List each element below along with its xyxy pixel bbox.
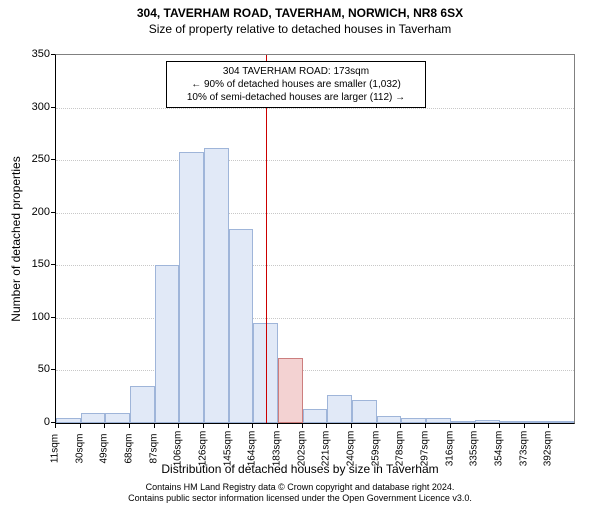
- histogram-bar: [130, 386, 155, 423]
- x-tick-mark: [351, 424, 352, 428]
- y-tick-mark: [51, 422, 55, 423]
- x-tick-label: 373sqm: [518, 431, 529, 467]
- x-tick-label: 11sqm: [50, 434, 61, 463]
- histogram-bar: [179, 152, 204, 423]
- histogram-bar: [352, 400, 377, 423]
- y-tick-label: 100: [10, 311, 50, 323]
- x-tick-label: 202sqm: [296, 431, 307, 467]
- x-tick-mark: [524, 424, 525, 428]
- annotation-box: 304 TAVERHAM ROAD: 173sqm← 90% of detach…: [166, 61, 426, 108]
- y-tick-mark: [51, 159, 55, 160]
- annotation-line1: 304 TAVERHAM ROAD: 173sqm: [173, 65, 419, 78]
- histogram-bar: [549, 421, 574, 423]
- y-tick-label: 300: [10, 101, 50, 113]
- x-tick-mark: [80, 424, 81, 428]
- x-tick-label: 392sqm: [543, 431, 554, 467]
- histogram-bar: [278, 358, 303, 423]
- x-tick-mark: [277, 424, 278, 428]
- footer-line2: Contains public sector information licen…: [0, 493, 600, 504]
- gridline: [56, 160, 574, 161]
- x-tick-mark: [450, 424, 451, 428]
- y-tick-mark: [51, 212, 55, 213]
- x-tick-mark: [55, 424, 56, 428]
- histogram-bar: [327, 395, 352, 423]
- gridline: [56, 265, 574, 266]
- x-tick-label: 335sqm: [469, 431, 480, 467]
- chart-title-line1: 304, TAVERHAM ROAD, TAVERHAM, NORWICH, N…: [0, 6, 600, 20]
- x-tick-label: 49sqm: [99, 433, 110, 463]
- histogram-bar: [451, 421, 476, 423]
- chart-footer: Contains HM Land Registry data © Crown c…: [0, 482, 600, 504]
- y-tick-mark: [51, 264, 55, 265]
- histogram-bar: [500, 421, 525, 423]
- x-tick-label: 259sqm: [370, 431, 381, 467]
- x-tick-mark: [499, 424, 500, 428]
- histogram-bar: [426, 418, 451, 423]
- annotation-line2: ← 90% of detached houses are smaller (1,…: [173, 78, 419, 91]
- y-tick-label: 250: [10, 153, 50, 165]
- histogram-bar: [229, 229, 254, 424]
- x-tick-mark: [252, 424, 253, 428]
- x-tick-mark: [129, 424, 130, 428]
- x-tick-label: 106sqm: [173, 431, 184, 467]
- y-tick-label: 150: [10, 258, 50, 270]
- gridline: [56, 318, 574, 319]
- x-tick-label: 164sqm: [247, 431, 258, 467]
- gridline: [56, 370, 574, 371]
- histogram-bar: [303, 409, 328, 423]
- annotation-line3: 10% of semi-detached houses are larger (…: [173, 91, 419, 104]
- x-tick-mark: [154, 424, 155, 428]
- x-tick-mark: [302, 424, 303, 428]
- chart-title-line2: Size of property relative to detached ho…: [0, 22, 600, 36]
- histogram-bar: [204, 148, 229, 423]
- x-tick-label: 278sqm: [395, 431, 406, 467]
- histogram-bar: [525, 421, 550, 423]
- y-tick-mark: [51, 369, 55, 370]
- chart-plot-area: 304 TAVERHAM ROAD: 173sqm← 90% of detach…: [55, 54, 575, 424]
- x-tick-mark: [178, 424, 179, 428]
- y-tick-label: 50: [10, 363, 50, 375]
- x-tick-mark: [425, 424, 426, 428]
- x-tick-label: 297sqm: [420, 431, 431, 467]
- property-marker-line: [266, 55, 267, 423]
- x-tick-label: 87sqm: [148, 433, 159, 463]
- histogram-bar: [155, 265, 180, 423]
- x-tick-label: 126sqm: [198, 431, 209, 467]
- x-tick-label: 240sqm: [346, 431, 357, 467]
- y-tick-label: 200: [10, 206, 50, 218]
- y-tick-mark: [51, 317, 55, 318]
- footer-line1: Contains HM Land Registry data © Crown c…: [0, 482, 600, 493]
- x-tick-label: 183sqm: [272, 431, 283, 467]
- x-tick-mark: [326, 424, 327, 428]
- x-tick-mark: [203, 424, 204, 428]
- x-tick-mark: [228, 424, 229, 428]
- histogram-bar: [81, 413, 106, 424]
- y-tick-mark: [51, 107, 55, 108]
- histogram-bar: [401, 418, 426, 423]
- x-tick-mark: [104, 424, 105, 428]
- histogram-bar: [56, 418, 81, 423]
- histogram-bar: [105, 413, 130, 424]
- histogram-bar: [377, 416, 402, 423]
- gridline: [56, 213, 574, 214]
- x-tick-label: 30sqm: [74, 433, 85, 463]
- histogram-bar: [475, 420, 500, 423]
- y-tick-label: 0: [10, 416, 50, 428]
- x-tick-label: 145sqm: [222, 431, 233, 467]
- x-tick-label: 354sqm: [494, 431, 505, 467]
- y-axis-label: Number of detached properties: [9, 156, 23, 321]
- x-tick-label: 221sqm: [321, 431, 332, 467]
- x-tick-label: 68sqm: [124, 433, 135, 463]
- y-tick-mark: [51, 54, 55, 55]
- x-tick-mark: [474, 424, 475, 428]
- y-tick-label: 350: [10, 48, 50, 60]
- x-tick-mark: [548, 424, 549, 428]
- x-tick-mark: [376, 424, 377, 428]
- x-tick-label: 316sqm: [444, 431, 455, 467]
- x-tick-mark: [400, 424, 401, 428]
